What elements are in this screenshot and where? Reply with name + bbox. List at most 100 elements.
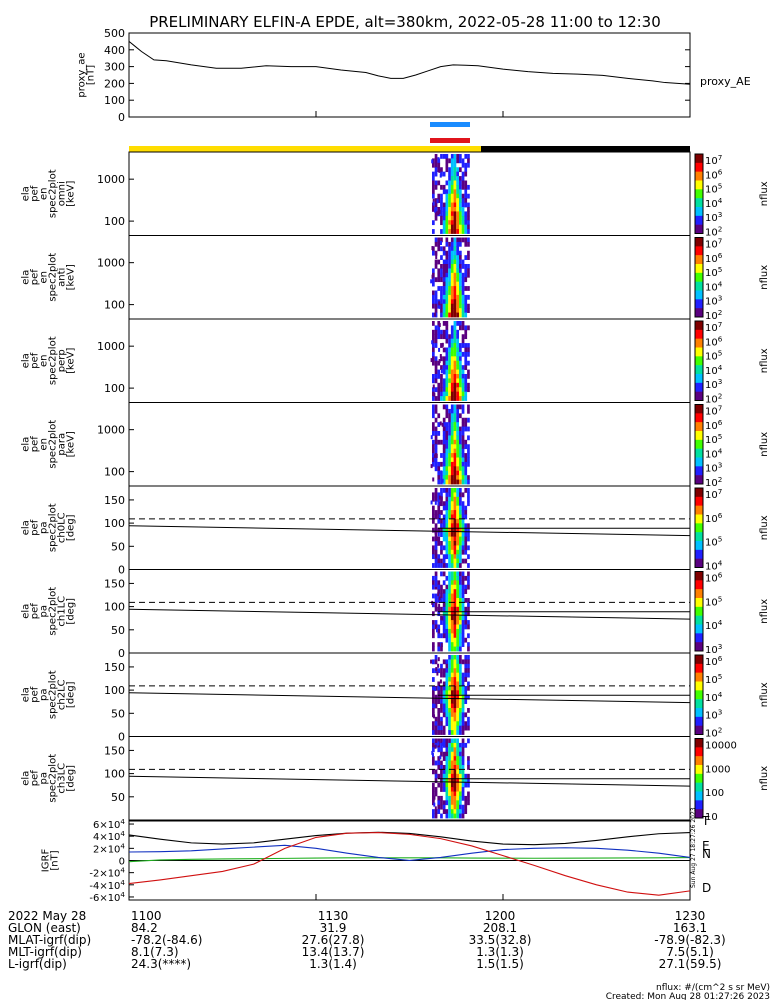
heatmap-cell — [456, 742, 459, 748]
heatmap-cell — [445, 527, 449, 533]
heatmap-cell — [450, 387, 454, 393]
heatmap-cell — [461, 725, 465, 731]
heatmap-cell — [456, 351, 459, 357]
heatmap-cell — [434, 250, 438, 256]
heatmap-cell — [450, 202, 454, 208]
heatmap-cell — [464, 809, 468, 814]
colorbar-tick-label: 107 — [705, 320, 722, 334]
heatmap-cell — [467, 360, 470, 366]
heatmap-cell — [448, 435, 451, 441]
heatmap-cell — [448, 747, 451, 753]
heatmap-cell — [456, 773, 459, 779]
heatmap-cell — [453, 378, 457, 384]
heatmap-cell — [461, 532, 465, 537]
panel-6-ylabel-line: [deg] — [66, 598, 77, 625]
heatmap-cell — [464, 514, 468, 520]
heatmap-cell — [448, 281, 451, 287]
heatmap-cell — [440, 374, 443, 379]
heatmap-cell — [445, 255, 449, 260]
heatmap-cell — [448, 699, 451, 704]
heatmap-cell — [442, 334, 446, 340]
heatmap-cell — [445, 598, 449, 603]
heatmap-cell — [450, 453, 454, 458]
heatmap-cell — [442, 215, 446, 221]
heatmap-cell — [440, 329, 443, 335]
heatmap-cell — [467, 347, 470, 353]
heatmap-cell — [442, 404, 446, 410]
heatmap-cell — [467, 584, 470, 590]
heatmap-cell — [432, 158, 435, 164]
heatmap-cell — [464, 180, 468, 186]
heatmap-cell — [442, 672, 446, 678]
heatmap-cell — [437, 413, 441, 419]
heatmap-cell — [448, 642, 451, 647]
heatmap-cell — [440, 633, 443, 639]
heatmap-cell — [461, 299, 465, 305]
heatmap-cell — [448, 532, 451, 537]
panel-6-ylabel-line: ch1LC — [57, 596, 68, 627]
heatmap-cell — [445, 308, 449, 313]
heatmap-cell — [448, 703, 451, 709]
heatmap-cell — [450, 694, 454, 700]
heatmap-cell — [445, 378, 449, 384]
heatmap-cell — [461, 211, 465, 217]
heatmap-cell — [453, 396, 457, 401]
heatmap-cell — [459, 633, 462, 639]
heatmap-cell — [432, 457, 435, 463]
panel-4-ylabel-line: spec2plot — [48, 420, 59, 469]
heatmap-cell — [453, 655, 457, 660]
heatmap-cell — [445, 272, 449, 278]
heatmap-cell — [440, 760, 443, 766]
heatmap-cell — [432, 171, 435, 177]
heatmap-cell — [442, 751, 446, 757]
heatmap-cell — [456, 681, 459, 687]
heatmap-cell — [445, 505, 449, 511]
heatmap-cell — [445, 321, 449, 326]
heatmap-cell — [448, 536, 451, 542]
heatmap-cell — [437, 642, 441, 647]
heatmap-cell — [464, 505, 468, 511]
heatmap-cell — [459, 312, 462, 318]
panel-5-ylabel-line: [deg] — [66, 514, 77, 541]
heatmap-cell — [467, 800, 470, 806]
heatmap-cell — [467, 668, 470, 674]
heatmap-cell — [459, 809, 462, 814]
heatmap-cell — [437, 795, 441, 801]
heatmap-cell — [432, 699, 435, 704]
y-tick-label: 100 — [104, 299, 125, 312]
heatmap-cell — [453, 435, 457, 441]
heatmap-cell — [445, 356, 449, 362]
loss-cone-line — [128, 525, 691, 537]
heatmap-cell — [448, 580, 451, 586]
heatmap-cell — [464, 426, 468, 432]
heatmap-cell — [448, 461, 451, 467]
heatmap-cell — [450, 541, 454, 546]
panel-6-ylabel-line: spec2plot — [48, 587, 59, 636]
heatmap-cell — [461, 501, 465, 507]
panel-8-ylabel-line: pef — [30, 770, 41, 787]
heatmap-cell — [437, 782, 441, 788]
heatmap-cell — [442, 633, 446, 639]
heatmap-cell — [459, 782, 462, 788]
heatmap-cell — [461, 580, 465, 586]
heatmap-cell — [437, 681, 441, 687]
heatmap-cell — [459, 207, 462, 212]
heatmap-cell — [445, 207, 449, 212]
heatmap-cell — [450, 642, 454, 647]
heatmap-cell — [467, 571, 470, 577]
y-tick-label: 6×104 — [93, 817, 125, 831]
heatmap-cell — [461, 536, 465, 542]
heatmap-cell — [461, 694, 465, 700]
heatmap-cell — [467, 765, 470, 770]
heatmap-cell — [450, 545, 454, 551]
heatmap-cell — [434, 686, 437, 691]
heatmap-cell — [467, 536, 470, 542]
heatmap-cell — [445, 369, 449, 375]
heatmap-cell — [432, 575, 435, 581]
heatmap-cell — [437, 479, 441, 485]
heatmap-cell — [456, 712, 459, 718]
heatmap-cell — [445, 475, 449, 480]
igrf-series-N — [128, 844, 691, 861]
heatmap-cell — [430, 500, 433, 505]
heatmap-cell — [464, 510, 468, 515]
